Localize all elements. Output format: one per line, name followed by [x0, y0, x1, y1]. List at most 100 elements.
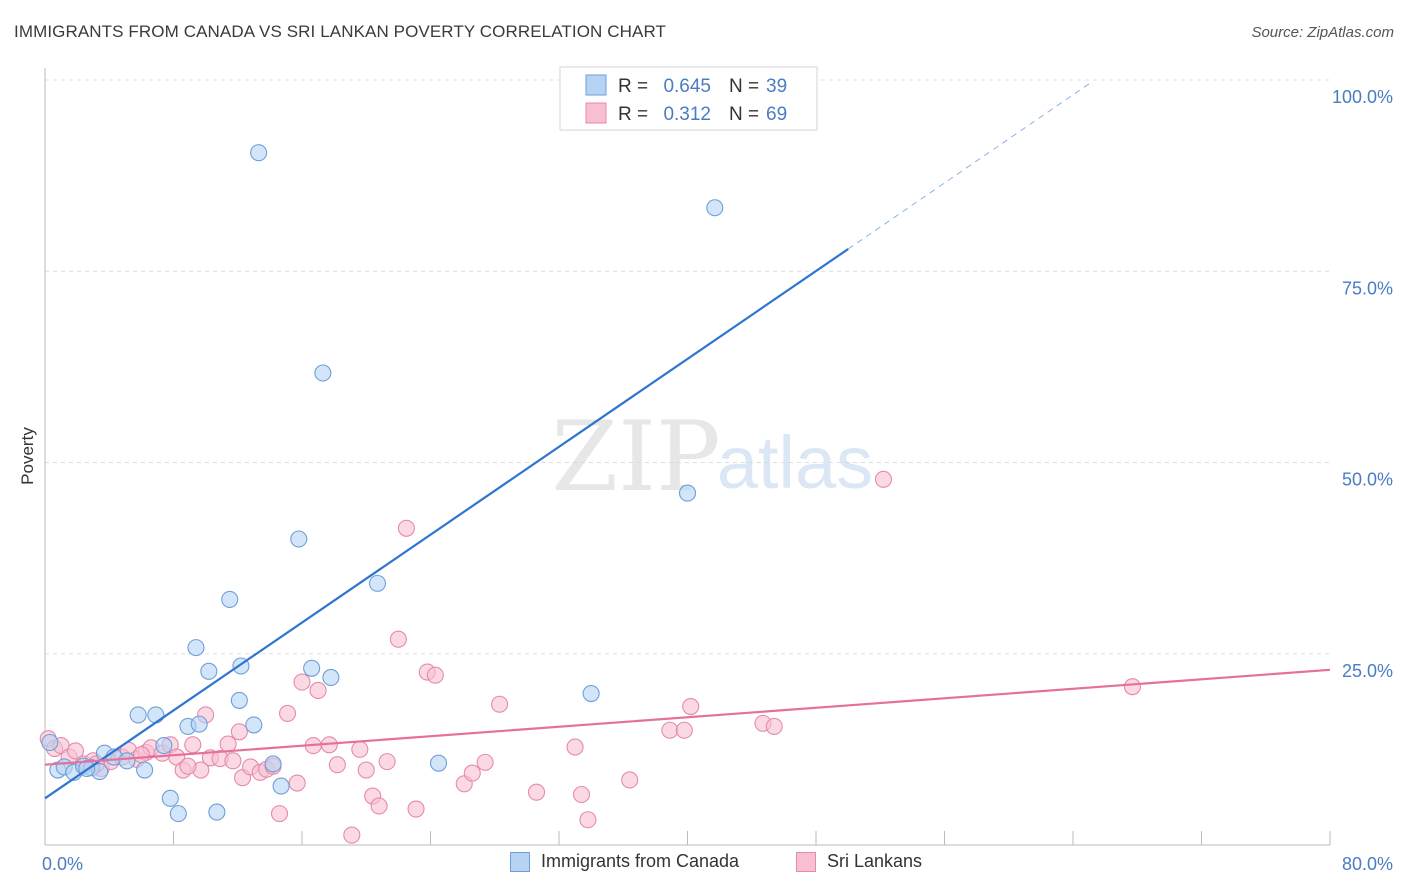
canada-point-0 — [41, 733, 59, 752]
srilankans-point-30 — [270, 805, 289, 823]
srilankans-point-35 — [309, 681, 327, 700]
srilankans-point-50 — [463, 764, 481, 782]
sri-lankans-points — [39, 470, 1141, 844]
stats-swatch-canada — [585, 74, 607, 96]
canada-point-10 — [129, 706, 147, 724]
srilankans-point-63 — [874, 470, 893, 488]
srilankans-point-46 — [407, 800, 425, 818]
srilankans-point-38 — [343, 826, 361, 844]
y-tick-label-75: 75.0% — [1342, 278, 1393, 298]
x-tick-label-max: 80.0% — [1342, 854, 1393, 874]
stats-legend: R = 0.645 N = 39 R = 0.312 N = 69 — [559, 66, 818, 131]
srilankans-point-64 — [1123, 678, 1141, 696]
srilankans-point-55 — [572, 785, 591, 804]
canada-point-21 — [221, 590, 239, 608]
y-tick-label-50: 50.0% — [1342, 470, 1393, 490]
canada-point-37 — [706, 199, 724, 217]
canada-point-9 — [118, 752, 136, 770]
canada-point-30 — [314, 364, 332, 382]
srilankans-point-51 — [476, 753, 494, 771]
srilankans-point-48 — [426, 666, 444, 684]
srilankans-point-59 — [675, 721, 693, 739]
srilankans-point-45 — [397, 519, 415, 537]
canada-point-27 — [272, 777, 290, 795]
bottom-legend: Immigrants from Canada Sri Lankans — [0, 851, 1406, 879]
canada-point-19 — [200, 662, 218, 680]
srilankans-point-62 — [765, 717, 783, 735]
srilankans-point-57 — [621, 771, 639, 789]
srilankans-point-32 — [288, 774, 306, 792]
x-tick-label-min: 0.0% — [42, 854, 83, 874]
stats-swatch-srilankans — [585, 102, 607, 124]
source-credit: Source: ZipAtlas.com — [1251, 24, 1394, 41]
canada-point-36 — [678, 484, 697, 502]
srilankans-point-53 — [527, 783, 546, 801]
chart-title: IMMIGRANTS FROM CANADA VS SRI LANKAN POV… — [14, 22, 666, 41]
legend-swatch-srilankans — [796, 851, 816, 872]
srilankans-point-37 — [328, 756, 346, 774]
srilankans-point-40 — [357, 761, 375, 779]
srilankans-trend-line — [44, 668, 1331, 766]
srilankans-point-24 — [224, 752, 242, 770]
canada-point-26 — [264, 755, 282, 773]
canada-trend-extension — [847, 83, 1090, 250]
canada-point-15 — [169, 805, 187, 823]
srilankans-point-18 — [184, 736, 202, 754]
legend-label-canada: Immigrants from Canada — [541, 851, 740, 871]
canada-point-33 — [429, 754, 448, 772]
watermark: ZIP atlas — [551, 401, 873, 513]
srilankans-point-60 — [682, 697, 700, 716]
stats-r-value-canada: 0.645 — [663, 76, 711, 97]
canada-point-18 — [187, 639, 205, 657]
canada-point-22 — [230, 691, 248, 709]
trend-lines — [44, 83, 1331, 800]
srilankans-point-56 — [579, 811, 597, 829]
canada-point-25 — [250, 144, 268, 162]
srilankans-point-58 — [661, 721, 679, 739]
stats-n-value-canada: 39 — [766, 76, 787, 97]
legend-label-srilankans: Sri Lankans — [827, 851, 923, 871]
srilankans-point-44 — [389, 630, 407, 648]
srilankans-point-54 — [566, 738, 584, 756]
srilankans-point-67 — [179, 757, 197, 775]
srilankans-point-42 — [370, 797, 388, 815]
srilankans-point-4 — [66, 742, 85, 760]
stats-n-value-srilankans: 69 — [766, 104, 787, 125]
srilankans-point-25 — [230, 723, 248, 741]
canada-point-31 — [322, 668, 340, 687]
watermark-atlas: atlas — [717, 421, 873, 504]
canada-point-17 — [190, 715, 208, 733]
canada-point-11 — [136, 761, 154, 779]
canada-point-32 — [368, 574, 387, 592]
stats-r-label-srilankans: R = — [618, 104, 648, 125]
srilankans-point-52 — [491, 695, 509, 713]
stats-n-label-canada: N = — [729, 76, 759, 97]
legend-item-canada: Immigrants from Canada — [510, 851, 739, 872]
canada-point-20 — [208, 803, 226, 821]
grid-layer — [45, 79, 1330, 655]
srilankans-point-43 — [378, 753, 396, 771]
stats-r-label-canada: R = — [618, 76, 648, 97]
stats-n-label-srilankans: N = — [729, 104, 759, 125]
srilankans-point-39 — [351, 740, 369, 758]
srilankans-point-23 — [219, 735, 237, 753]
canada-point-24 — [245, 716, 263, 734]
canada-point-35 — [582, 684, 600, 703]
y-tick-label-100: 100.0% — [1332, 87, 1393, 107]
canada-point-29 — [303, 659, 321, 677]
canada-point-14 — [161, 789, 179, 807]
y-tick-label-25: 25.0% — [1342, 661, 1393, 681]
axis-layer: 25.0% 50.0% 75.0% 100.0% 0.0% 80.0% — [42, 68, 1393, 874]
srilankans-point-66 — [132, 746, 150, 764]
srilankans-point-33 — [293, 673, 311, 691]
legend-swatch-canada — [510, 851, 530, 872]
canada-point-12 — [147, 706, 165, 724]
legend-item-srilankans: Sri Lankans — [796, 851, 922, 872]
canada-point-28 — [290, 530, 308, 548]
srilankans-point-31 — [278, 704, 297, 722]
canada-point-13 — [155, 736, 173, 755]
stats-r-value-srilankans: 0.312 — [663, 104, 711, 125]
y-axis-label: Poverty — [18, 427, 37, 485]
canada-trend-line — [44, 248, 849, 800]
